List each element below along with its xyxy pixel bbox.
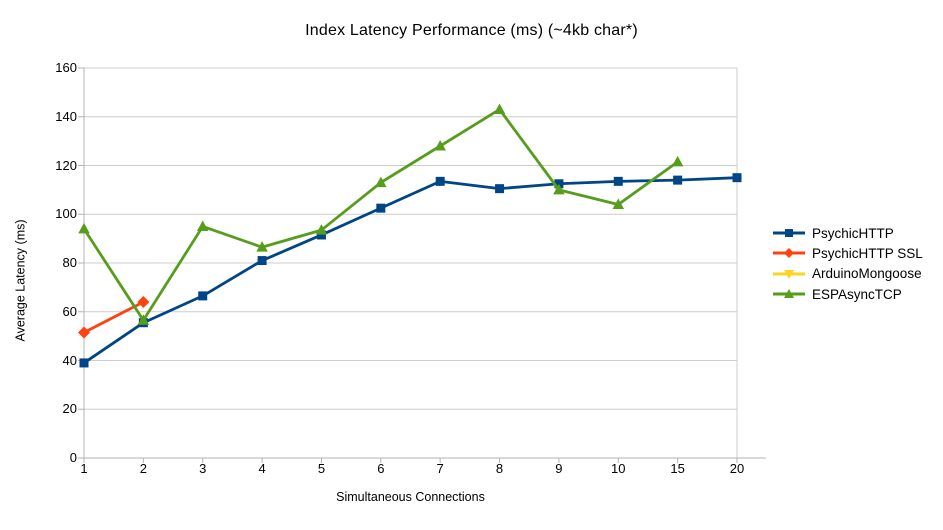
legend-item-espasynctcp: ESPAsyncTCP (772, 284, 923, 304)
series-marker (316, 230, 326, 240)
y-tick-label: 140 (55, 108, 77, 124)
series-marker (732, 173, 742, 183)
y-tick-label: 0 (69, 450, 77, 465)
series-marker (434, 140, 446, 151)
series-marker (784, 269, 794, 279)
diamond-icon (773, 248, 805, 259)
chart-title: Index Latency Performance (ms) (~4kb cha… (305, 22, 638, 39)
x-tick-label: 15 (670, 461, 685, 476)
x-tick-label: 6 (377, 461, 385, 476)
series-marker (315, 224, 328, 235)
series-marker (376, 203, 386, 213)
series-psychichttp (79, 173, 742, 368)
legend: PsychicHTTP PsychicHTTP SSL ArduinoMongoos… (772, 223, 923, 304)
x-tick-label: 10 (611, 461, 626, 476)
series-espasynctcp (78, 103, 684, 325)
series-marker (137, 296, 150, 308)
series-marker (784, 289, 794, 299)
series-marker (554, 179, 564, 189)
series-marker (79, 358, 89, 368)
series-psychichttp-ssl (78, 296, 150, 339)
y-tick-label: 60 (62, 303, 77, 319)
series-marker (435, 176, 445, 186)
x-tick-label: 5 (317, 461, 326, 476)
series-marker (256, 241, 268, 252)
triangle-up-icon (773, 289, 805, 299)
y-tick-label: 80 (62, 255, 77, 270)
axes (78, 67, 766, 463)
series-marker (493, 103, 506, 114)
series-marker (198, 291, 208, 301)
legend-item-arduinomongoose: ArduinoMongoose (772, 264, 923, 284)
series-marker (78, 222, 90, 234)
series-marker (785, 229, 793, 238)
series-marker (375, 176, 387, 188)
x-axis-title: Simultaneous Connections (336, 490, 485, 504)
x-tick-label: 20 (729, 461, 745, 476)
series-marker (196, 220, 209, 231)
legend-item-psychichttp-ssl: PsychicHTTP SSL (772, 243, 923, 263)
y-tick-label: 160 (55, 60, 77, 75)
series-marker (671, 155, 684, 167)
series-line (83, 176, 738, 365)
series-marker (137, 314, 150, 325)
series-marker (553, 183, 565, 195)
square-icon (773, 229, 805, 238)
series-marker (784, 248, 794, 259)
y-tick-label: 120 (55, 157, 77, 173)
series-line (82, 108, 679, 322)
series-marker (673, 175, 683, 185)
y-tick-label: 100 (55, 206, 77, 222)
x-tick-label: 8 (495, 461, 504, 476)
y-tick-label: 40 (62, 352, 77, 368)
triangle-down-icon (773, 269, 805, 279)
series-marker (612, 198, 625, 209)
x-tick-label: 1 (80, 461, 88, 476)
series-marker (613, 176, 623, 186)
y-axis-title: Average Latency (ms) (13, 219, 28, 342)
x-tick-label: 4 (258, 461, 266, 476)
x-tick-label: 2 (139, 461, 147, 476)
x-tick-label: 3 (199, 461, 207, 476)
legend-item-psychichttp: PsychicHTTP (772, 223, 923, 243)
x-tick-label: 9 (555, 461, 563, 476)
y-tick-label: 20 (62, 401, 77, 417)
legend-label: ESPAsyncTCP (812, 286, 902, 302)
series-marker (78, 326, 90, 339)
legend-label: PsychicHTTP SSL (812, 245, 923, 261)
legend-label: PsychicHTTP (812, 225, 894, 241)
x-tick-label: 7 (436, 461, 444, 476)
gridlines (84, 67, 738, 458)
series-marker (257, 256, 267, 266)
legend-label: ArduinoMongoose (812, 266, 922, 282)
series-marker (495, 184, 505, 194)
